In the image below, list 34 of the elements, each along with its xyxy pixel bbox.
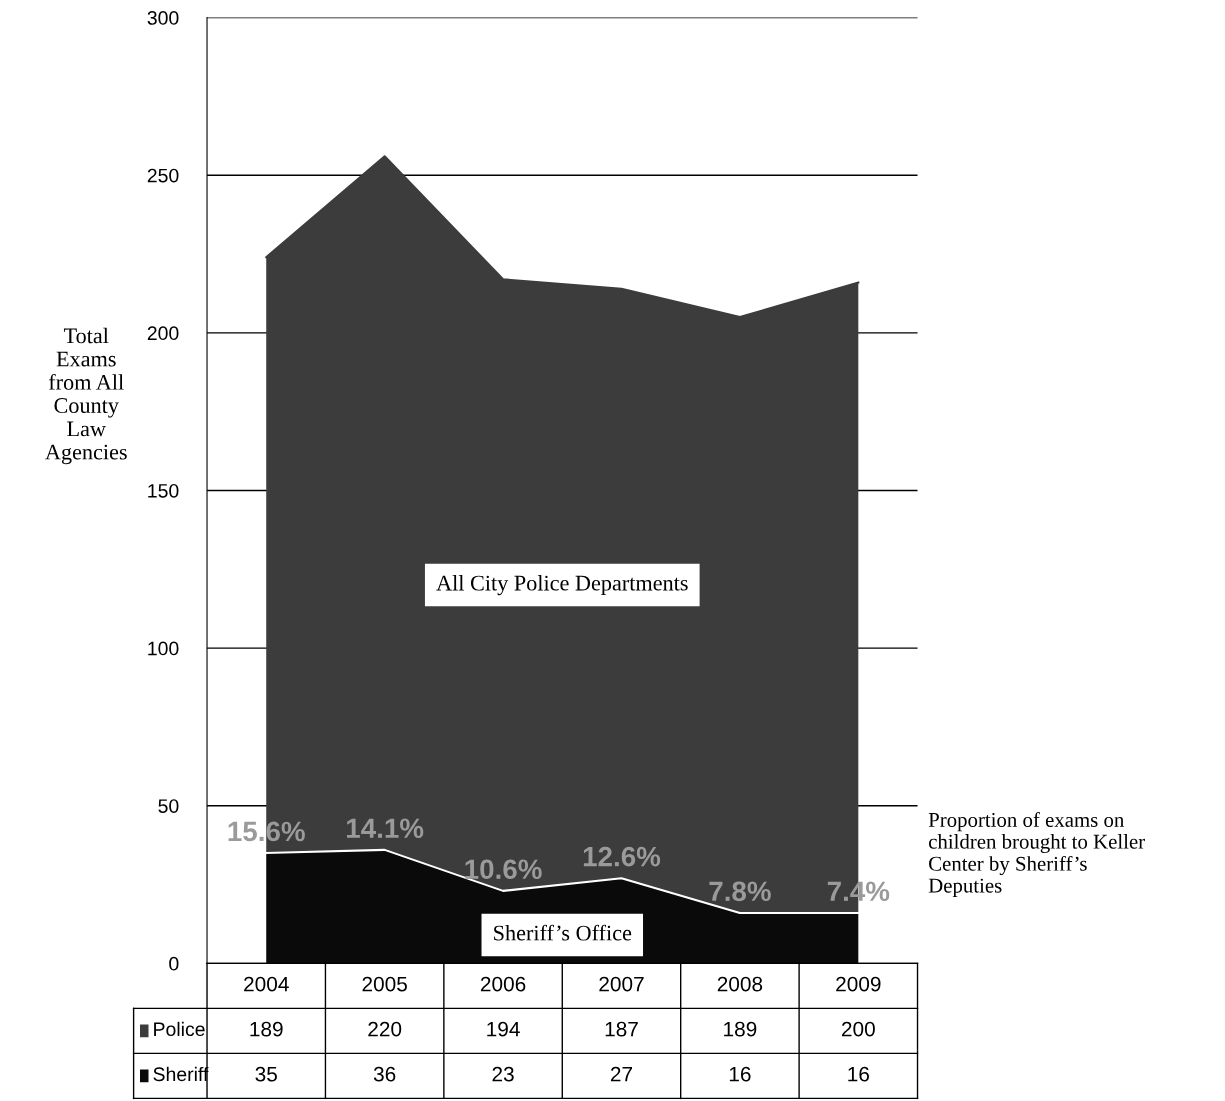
y-tick-label: 50 [158,799,179,813]
text: Proportion of exams on children brought to Keller Center by Sheriff’s Deputies [928,812,1145,897]
data-label: 35 [255,1066,277,1082]
y-tick-label: 150 [148,483,179,498]
data-label: 200 [841,1021,875,1037]
x-tick-label: 2008 [717,976,763,992]
x-tick-label: 2006 [480,976,526,992]
x-tick-label: 2004 [244,976,289,992]
x-tick-label: 2005 [362,976,407,992]
annotation: 14.1% [347,818,424,839]
annotation: 12.6% [583,846,661,867]
annotation: 7.8% [709,881,771,902]
y-tick-label: 250 [147,168,179,183]
annotation: All City Police Departments [436,574,688,596]
x-tick-label: 2009 [836,976,881,992]
data-label: 16 [848,1066,869,1082]
annotation: 10.6% [465,859,542,880]
y-tick-label: 300 [147,11,179,25]
data-label: 23 [492,1066,514,1082]
data-label: 189 [724,1021,757,1037]
y-tick-label: 0 [169,956,179,971]
legend-label: Police [154,1021,205,1037]
data-label: 187 [605,1021,638,1037]
data-label: 220 [368,1021,402,1037]
y-tick-label: 200 [147,326,179,341]
y-axis-title: Total Exams from All County Law Agencies [45,327,127,465]
x-tick-label: 2007 [599,976,644,992]
annotation: Sheriff’s Office [494,924,632,941]
data-label: 16 [729,1066,751,1082]
data-label: 189 [250,1021,283,1037]
data-label: 27 [610,1066,633,1082]
data-label: 194 [487,1021,520,1037]
data-label: 36 [373,1066,396,1082]
y-tick-label: 100 [148,641,179,656]
